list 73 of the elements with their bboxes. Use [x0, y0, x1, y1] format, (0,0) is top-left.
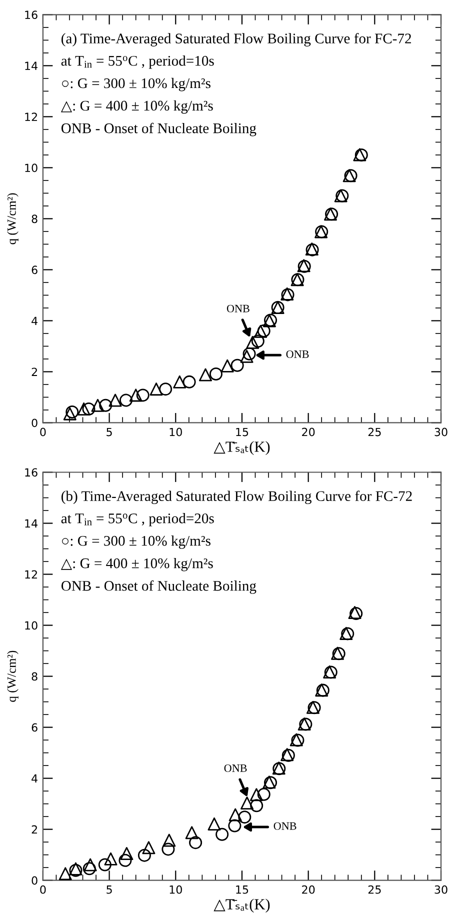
x-tick-label: 20: [302, 428, 315, 436]
point: [58, 867, 72, 880]
y-tick-label: 12: [25, 112, 37, 121]
point: [91, 398, 104, 412]
point: [129, 388, 142, 402]
x-tick-label: 5: [106, 428, 112, 436]
point: [254, 324, 268, 338]
y-tick-label: 12: [25, 570, 37, 578]
annotation: (b) Time-Averaged Saturated Flow Boiling Curve for FC-72: [62, 490, 412, 504]
point: [198, 368, 212, 382]
x-tick-label: 10: [170, 885, 182, 894]
annotation: ONB: [226, 304, 250, 312]
y-tick-label: 2: [32, 368, 37, 376]
point: [77, 402, 90, 416]
annotation: ONB - Onset of Nucleate Boiling: [61, 580, 256, 594]
y-tick-label: 4: [32, 316, 38, 325]
point: [104, 852, 118, 866]
annotation: △: G = 400 ± 10% kg/m²s: [60, 100, 213, 114]
point: [120, 847, 134, 860]
y-tick-label: 10: [25, 621, 38, 630]
annotation: △: G = 400 ± 10% kg/m²s: [60, 558, 213, 572]
point: [173, 375, 186, 388]
annotation: (a) Time-Averaged Saturated Flow Boiling Curve for FC-72: [62, 33, 411, 46]
y-tick-label: 8: [32, 214, 38, 224]
point: [250, 788, 263, 802]
y-tick-label: 14: [25, 62, 38, 70]
point: [208, 817, 221, 830]
annotation: ONB: [224, 764, 247, 772]
annotation: ○: G = 300 ± 10% kg/m²s: [62, 78, 210, 92]
x-axis-title: △T̄ₛₐₜ(K): [214, 898, 270, 913]
x-tick-label: 25: [368, 885, 381, 894]
x-tick-label: 15: [236, 428, 248, 436]
point: [150, 382, 163, 396]
point: [240, 350, 254, 363]
annotation: at T$_{in}$ = 55$^{o}$C , period=10s: [61, 55, 214, 69]
x-tick-label: 0: [40, 428, 46, 436]
annotation: at T$_{in}$ = 55$^{o}$C , period=20s: [61, 513, 214, 526]
x-tick-label: 0: [40, 885, 46, 894]
x-tick-label: 30: [434, 885, 448, 894]
point: [142, 841, 156, 854]
y-tick-label: 4: [32, 774, 38, 783]
y-tick-label: 2: [32, 825, 37, 834]
point: [108, 394, 122, 407]
x-axis-title: △T̄ₛₐₜ(K): [214, 441, 270, 455]
x-tick-label: 5: [106, 886, 112, 894]
x-tick-label: 10: [170, 428, 182, 436]
y-tick-label: 6: [32, 723, 38, 732]
x-tick-label: 25: [368, 428, 381, 436]
point: [246, 336, 260, 349]
annotation: ONB: [286, 350, 309, 358]
point: [162, 834, 176, 847]
y-tick-label: 10: [25, 164, 38, 172]
point: [63, 407, 76, 420]
y-tick-label: 0: [32, 418, 38, 428]
y-axis-title: q (W/cm²): [7, 193, 18, 244]
y-tick-label: 0: [32, 876, 38, 885]
y-tick-label: 16: [25, 10, 38, 20]
point: [220, 359, 234, 372]
annotation: ○: G = 300 ± 10% kg/m²s: [62, 536, 210, 549]
annotation: ONB - Onset of Nucleate Boiling: [61, 122, 256, 136]
y-tick-label: 6: [32, 266, 38, 274]
y-tick-label: 8: [32, 672, 38, 681]
x-tick-label: 20: [302, 885, 315, 894]
point: [185, 826, 198, 840]
y-tick-label: 14: [25, 519, 38, 528]
y-axis-title: q (W/cm²): [7, 650, 18, 702]
annotation: ONB: [274, 822, 296, 830]
y-tick-label: 16: [25, 468, 38, 477]
x-tick-label: 15: [236, 886, 248, 894]
x-tick-label: 30: [434, 428, 448, 436]
point: [240, 796, 254, 810]
point: [228, 808, 242, 822]
point: [84, 858, 97, 872]
